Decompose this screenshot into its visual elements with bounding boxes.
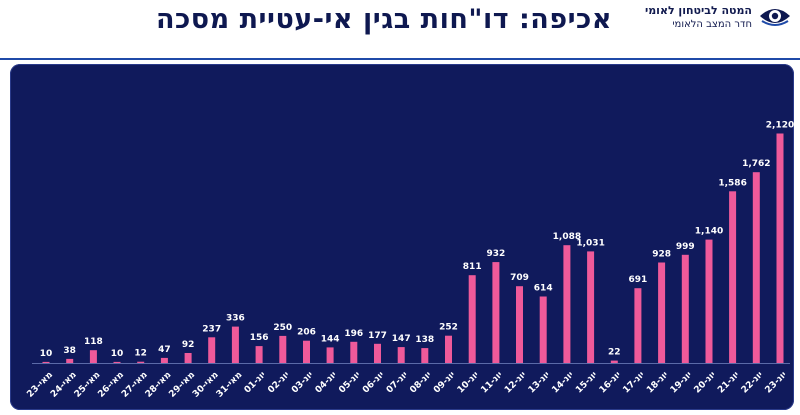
data-label: 1,031 (576, 238, 604, 248)
data-label: 138 (415, 335, 434, 345)
data-label: 691 (629, 275, 648, 285)
x-tick-label: 06-יונ (361, 370, 387, 396)
x-tick-label: 21-יונ (716, 370, 742, 396)
data-label: 999 (676, 242, 695, 252)
data-label: 928 (652, 250, 671, 260)
header-divider (0, 58, 800, 60)
data-label: 206 (297, 328, 316, 338)
x-tick-label: 12-יונ (503, 370, 529, 396)
x-tick-label: 03-יונ (290, 370, 316, 396)
bar-11-יונ (492, 262, 500, 363)
data-label: 1,088 (553, 232, 581, 242)
data-label: 932 (487, 249, 506, 259)
data-label: 250 (273, 323, 292, 333)
x-tick-label: 23-יונ (764, 370, 790, 396)
x-tick-label: 15-יונ (574, 370, 600, 396)
logo-text: המטה לביטחון לאומי חדר המצב הלאומי (645, 4, 752, 32)
data-label: 196 (344, 329, 363, 339)
bar-27-מאי (137, 361, 145, 363)
bar-05-יונ (350, 341, 358, 363)
bar-17-יונ (634, 288, 642, 363)
bar-12-יונ (516, 286, 523, 363)
x-tick-label: 16-יונ (598, 370, 624, 396)
header: אכיפה: דו"חות בגין אי-עטיית מסכה המטה לב… (0, 0, 800, 58)
bar-19-יונ (681, 254, 689, 363)
bar-14-יונ (563, 245, 571, 363)
bar-10-יונ (468, 275, 476, 363)
x-tick-label: 07-יונ (385, 370, 411, 396)
bar-23-מאי (42, 361, 50, 363)
x-tick-label: 02-יונ (266, 370, 292, 396)
page-title: אכיפה: דו"חות בגין אי-עטיית מסכה (155, 4, 612, 35)
data-label: 1,140 (695, 227, 723, 237)
x-tick-label: 19-יונ (669, 370, 695, 396)
chart-panel: 10 23-מאי 38 24-מאי 118 25-מאי 10 26-מאי 12 27-מא… (10, 64, 794, 410)
x-tick-label: 22-יונ (740, 370, 766, 396)
bar-08-יונ (421, 348, 429, 363)
bar-26-מאי (113, 361, 121, 363)
bar-16-יונ (610, 360, 618, 363)
bar-18-יונ (658, 262, 666, 363)
data-label: 12 (134, 349, 147, 359)
x-tick-label: 01-יונ (243, 370, 269, 396)
data-label: 709 (510, 273, 529, 283)
bar-chart: 1023-מאי3824-מאי11825-מאי1026-מאי1227-מא… (25, 121, 794, 400)
x-tick-label: 17-יונ (621, 370, 647, 396)
bar-04-יונ (326, 347, 334, 363)
data-label: 811 (463, 262, 482, 272)
x-tick-label: 11-יונ (479, 370, 505, 396)
data-label: 10 (40, 349, 53, 359)
x-tick-label: 09-יונ (432, 370, 458, 396)
bar-22-יונ (752, 172, 760, 363)
bar-15-יונ (587, 251, 595, 363)
data-label: 156 (250, 333, 269, 343)
logo-line1: המטה לביטחון לאומי (644, 4, 752, 17)
x-tick-label: 04-יונ (314, 370, 340, 396)
bar-09-יונ (445, 335, 452, 363)
bar-28-מאי (160, 357, 168, 363)
data-label: 1,586 (718, 178, 746, 188)
bar-31-מאי (231, 326, 239, 363)
x-tick-label: 10-יונ (456, 370, 482, 396)
data-label: 252 (439, 323, 458, 333)
logo: המטה לביטחון לאומי חדר המצב הלאומי (644, 2, 794, 32)
data-label: 118 (84, 337, 103, 347)
logo-line2: חדר המצב הלאומי (672, 19, 752, 30)
bar-24-מאי (66, 358, 74, 363)
bar-03-יונ (303, 340, 310, 363)
bar-07-יונ (397, 347, 405, 363)
x-tick-label: 31-מאי (215, 370, 245, 400)
bar-30-מאי (208, 337, 216, 363)
x-tick-label: 05-יונ (337, 370, 363, 396)
data-label: 614 (534, 284, 553, 294)
bar-13-יונ (539, 296, 547, 363)
x-tick-label: 13-יונ (527, 370, 553, 396)
bar-06-יונ (374, 343, 381, 363)
data-label: 2,120 (766, 121, 794, 131)
bar-20-יונ (705, 239, 713, 363)
bar-23-יונ (776, 133, 784, 363)
x-tick-label: 14-יונ (550, 370, 576, 396)
data-label: 237 (202, 324, 221, 334)
data-label: 92 (182, 340, 195, 350)
eye-logo-icon (760, 9, 790, 26)
data-label: 1,762 (742, 159, 770, 169)
data-label: 144 (321, 334, 340, 344)
data-label: 38 (63, 346, 76, 356)
bar-01-יונ (255, 346, 263, 363)
x-tick-label: 08-יונ (408, 370, 434, 396)
bar-21-יונ (729, 191, 737, 363)
data-label: 22 (608, 348, 621, 358)
data-label: 47 (158, 345, 171, 355)
data-label: 10 (111, 349, 124, 359)
bar-25-מאי (89, 350, 97, 363)
data-label: 147 (392, 334, 411, 344)
x-tick-label: 20-יונ (693, 370, 719, 396)
data-label: 177 (368, 331, 387, 341)
x-tick-label: 18-יונ (645, 370, 671, 396)
bar-29-מאי (184, 353, 192, 363)
data-label: 336 (226, 314, 245, 324)
bar-02-יונ (279, 335, 287, 363)
